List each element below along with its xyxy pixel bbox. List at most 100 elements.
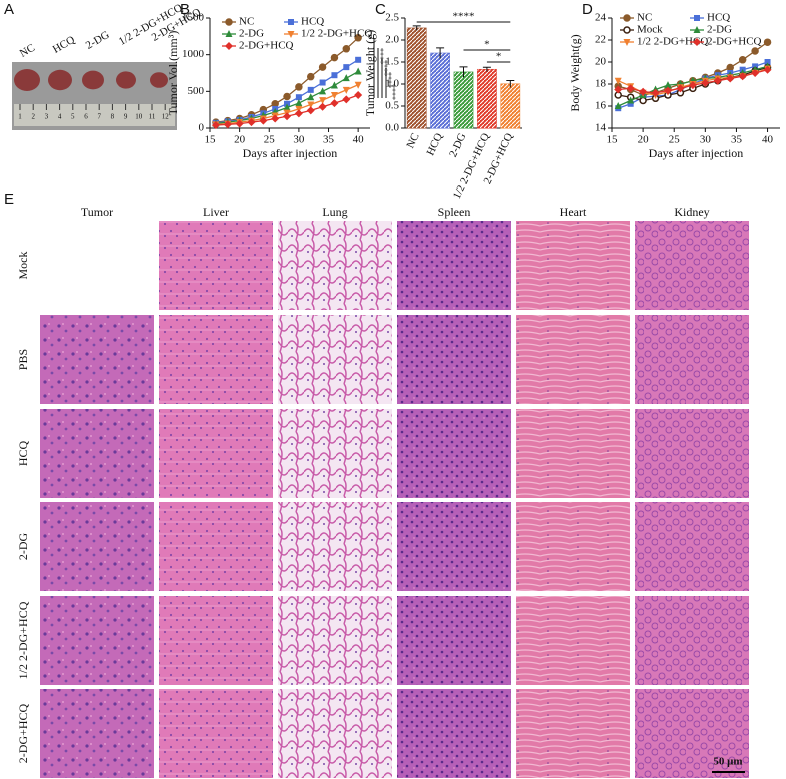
marker <box>726 74 735 83</box>
legend-label: NC <box>637 12 652 24</box>
x-tick-label: 40 <box>353 134 365 146</box>
y-tick-label: 0 <box>199 122 205 134</box>
marker <box>713 76 722 85</box>
histology-image <box>397 689 511 778</box>
y-tick-label: 0.0 <box>385 122 399 134</box>
legend-label: 2-DG <box>239 28 264 40</box>
marker <box>223 120 232 129</box>
error-bar <box>506 79 515 88</box>
x-tick-label: 35 <box>731 134 743 146</box>
error-bar <box>459 66 468 78</box>
marker <box>271 114 280 123</box>
histology-image <box>516 409 630 498</box>
bar-hatch <box>407 28 427 128</box>
x-tick-label: 20 <box>638 134 650 146</box>
legend-label: Mock <box>637 24 663 36</box>
row-label: PBS <box>16 349 30 370</box>
histology-image <box>40 502 154 591</box>
x-tick-label: 35 <box>323 134 335 146</box>
column-header: Heart <box>560 205 587 219</box>
marker <box>738 72 747 81</box>
marker <box>627 96 635 104</box>
y-tick-label: 16 <box>595 100 607 112</box>
marker <box>331 72 338 79</box>
marker <box>355 56 362 63</box>
marker <box>639 87 648 96</box>
group-label: HCQ <box>51 34 77 56</box>
legend-label: HCQ <box>707 12 730 24</box>
histology-image <box>516 689 630 778</box>
marker <box>354 81 362 89</box>
marker <box>688 81 697 90</box>
marker <box>614 85 623 94</box>
marker <box>751 69 760 77</box>
histology-image <box>278 596 392 685</box>
row-label: 1/2 2-DG+HCQ <box>16 601 30 679</box>
annotation: **** <box>384 72 393 88</box>
marker <box>664 81 672 89</box>
annotation: **** <box>388 84 397 100</box>
column-header: Tumor <box>81 205 113 219</box>
marker <box>283 103 291 111</box>
marker <box>235 119 244 128</box>
histology-image <box>40 315 154 404</box>
marker <box>738 56 747 64</box>
panel-label: B <box>180 1 190 18</box>
ruler-label: 4 <box>58 113 62 121</box>
column-header: Lung <box>322 205 347 219</box>
y-tick-label: 20 <box>595 56 607 68</box>
marker <box>307 101 315 109</box>
bar-hatch <box>477 69 497 128</box>
legend-label: NC <box>239 16 254 28</box>
y-tick-label: 1.5 <box>385 56 399 68</box>
ruler-label: 9 <box>124 113 128 121</box>
scale-bar-label: 50 μm <box>713 756 742 768</box>
error-bar <box>436 47 445 59</box>
y-tick-label: 24 <box>595 12 607 24</box>
histology-image <box>635 409 749 498</box>
marker <box>319 97 327 105</box>
histology-image <box>40 689 154 778</box>
histology-image <box>278 409 392 498</box>
histology-image <box>397 596 511 685</box>
annotation: **** <box>376 48 385 64</box>
panel-label: A <box>4 1 14 18</box>
marker <box>295 94 302 101</box>
histology-image <box>635 315 749 404</box>
row-label: 2-DG <box>16 533 30 561</box>
tumor <box>48 69 72 91</box>
annotation: * <box>484 39 490 51</box>
marker <box>247 118 256 127</box>
column-header: Liver <box>203 205 229 219</box>
legend-label: 1/2 2-DG+HCQ <box>301 28 372 40</box>
marker <box>354 34 362 42</box>
histology-image <box>159 502 273 591</box>
annotation: * <box>496 51 502 63</box>
marker <box>330 53 339 62</box>
marker <box>295 83 303 91</box>
histology-image <box>278 221 392 310</box>
marker <box>330 81 338 89</box>
marker <box>307 93 315 101</box>
x-tick-label: 15 <box>205 134 217 146</box>
marker <box>259 116 268 125</box>
legend-label: 2-DG <box>707 24 732 36</box>
histology-image <box>397 502 511 591</box>
x-tick-label: 25 <box>264 134 276 146</box>
histology-image <box>516 221 630 310</box>
marker <box>330 99 339 108</box>
y-tick-label: 14 <box>595 122 607 134</box>
histology-image <box>278 689 392 778</box>
marker <box>726 63 734 72</box>
y-axis-label: Tumor Weight (g) <box>363 30 377 116</box>
y-tick-label: 0.5 <box>385 100 399 112</box>
marker <box>319 87 327 95</box>
histology-image <box>159 315 273 404</box>
x-tick-label: 20 <box>234 134 246 146</box>
histology-image <box>159 689 273 778</box>
marker <box>626 84 635 93</box>
marker <box>342 45 351 53</box>
y-tick-label: 22 <box>595 34 606 46</box>
y-tick-label: 2.0 <box>385 34 399 46</box>
x-tick-label: HCQ <box>424 131 445 157</box>
